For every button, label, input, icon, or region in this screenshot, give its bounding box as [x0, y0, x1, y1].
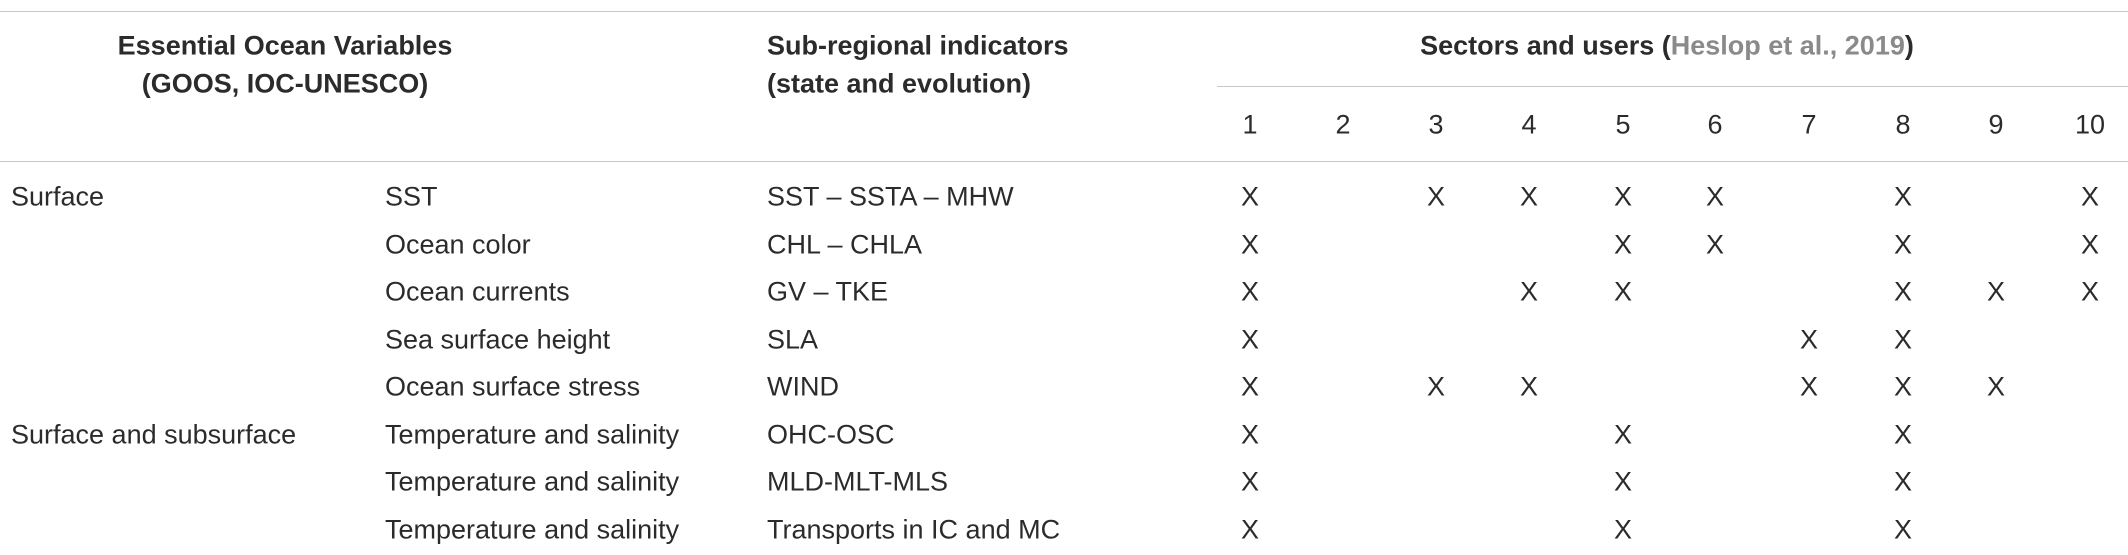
citation[interactable]: Heslop et al., 2019: [1670, 30, 1905, 61]
mark-cell: X: [1705, 229, 1725, 259]
header-rule: [0, 161, 2128, 162]
mark-cell: X: [1240, 276, 1260, 307]
mark-cell: X: [1893, 229, 1913, 259]
mark-cell: X: [1519, 276, 1539, 307]
mark-cell: X: [1893, 324, 1913, 354]
header-text: (state and evolution): [767, 68, 1032, 99]
sector-rule: [1217, 86, 2128, 87]
mark-cell: X: [1893, 466, 1913, 497]
mark-cell: X: [2080, 276, 2100, 307]
mark-cell: X: [2080, 229, 2100, 259]
mark-cell: X: [1519, 371, 1539, 402]
indicator-cell: MLD-MLT-MLS: [767, 466, 949, 497]
indicator-cell: Transports in IC and MC: [767, 514, 1061, 544]
mark-cell: X: [1893, 371, 1913, 402]
indicator-cell: SLA: [767, 324, 819, 354]
mark-cell: X: [1240, 514, 1260, 544]
sector-number: 1: [1242, 109, 1258, 140]
header-text: (GOOS, IOC-UNESCO): [141, 68, 429, 99]
mark-cell: X: [1705, 181, 1725, 212]
mark-cell: X: [2080, 181, 2100, 212]
mark-cell: X: [1613, 276, 1633, 307]
sector-number: 10: [2074, 109, 2106, 140]
sector-number: 3: [1428, 109, 1444, 140]
sector-number: 8: [1895, 109, 1911, 140]
indicator-cell: CHL – CHLA: [767, 229, 923, 259]
sector-number: 5: [1615, 109, 1631, 140]
variable-cell: Temperature and salinity: [385, 466, 680, 497]
mark-cell: X: [1240, 229, 1260, 259]
variable-cell: Ocean surface stress: [385, 371, 641, 402]
mark-cell: X: [1240, 371, 1260, 402]
mark-cell: X: [1893, 181, 1913, 212]
mark-cell: X: [1986, 276, 2006, 307]
sector-number: 2: [1335, 109, 1351, 140]
header-text: Essential Ocean Variables: [117, 30, 453, 61]
variable-cell: Ocean currents: [385, 276, 570, 307]
mark-cell: X: [1613, 229, 1633, 259]
variable-cell: Sea surface height: [385, 324, 611, 354]
indicator-cell: OHC-OSC: [767, 419, 895, 449]
mark-cell: X: [1799, 324, 1819, 354]
mark-cell: X: [1986, 371, 2006, 402]
sector-number: 9: [1988, 109, 2004, 140]
mark-cell: X: [1613, 419, 1633, 449]
header-text: Sub-regional indicators: [767, 30, 1069, 61]
indicator-cell: SST – SSTA – MHW: [767, 181, 1014, 212]
indicator-cell: GV – TKE: [767, 276, 889, 307]
mark-cell: X: [1613, 181, 1633, 212]
sector-number: 7: [1801, 109, 1817, 140]
mark-cell: X: [1240, 324, 1260, 354]
top-rule: [0, 11, 2128, 12]
mark-cell: X: [1240, 466, 1260, 497]
variable-cell: Ocean color: [385, 229, 531, 259]
mark-cell: X: [1893, 514, 1913, 544]
variable-cell: Temperature and salinity: [385, 419, 680, 449]
indicator-cell: WIND: [767, 371, 839, 402]
mark-cell: X: [1613, 514, 1633, 544]
mark-cell: X: [1240, 419, 1260, 449]
mark-cell: X: [1893, 419, 1913, 449]
variable-cell: Temperature and salinity: [385, 514, 680, 544]
mark-cell: X: [1426, 181, 1446, 212]
sector-number: 6: [1707, 109, 1723, 140]
mark-cell: X: [1519, 181, 1539, 212]
group-cell: Surface and subsurface: [11, 419, 297, 449]
header-text: Sectors and users (: [1420, 30, 1671, 61]
group-cell: Surface: [11, 181, 105, 212]
variable-cell: SST: [385, 181, 438, 212]
mark-cell: X: [1240, 181, 1260, 212]
header-text: ): [1904, 30, 1914, 61]
mark-cell: X: [1799, 371, 1819, 402]
mark-cell: X: [1893, 276, 1913, 307]
mark-cell: X: [1613, 466, 1633, 497]
sector-number: 4: [1521, 109, 1537, 140]
mark-cell: X: [1426, 371, 1446, 402]
sectors-header: Sectors and users (Heslop et al., 2019): [1420, 30, 1914, 61]
